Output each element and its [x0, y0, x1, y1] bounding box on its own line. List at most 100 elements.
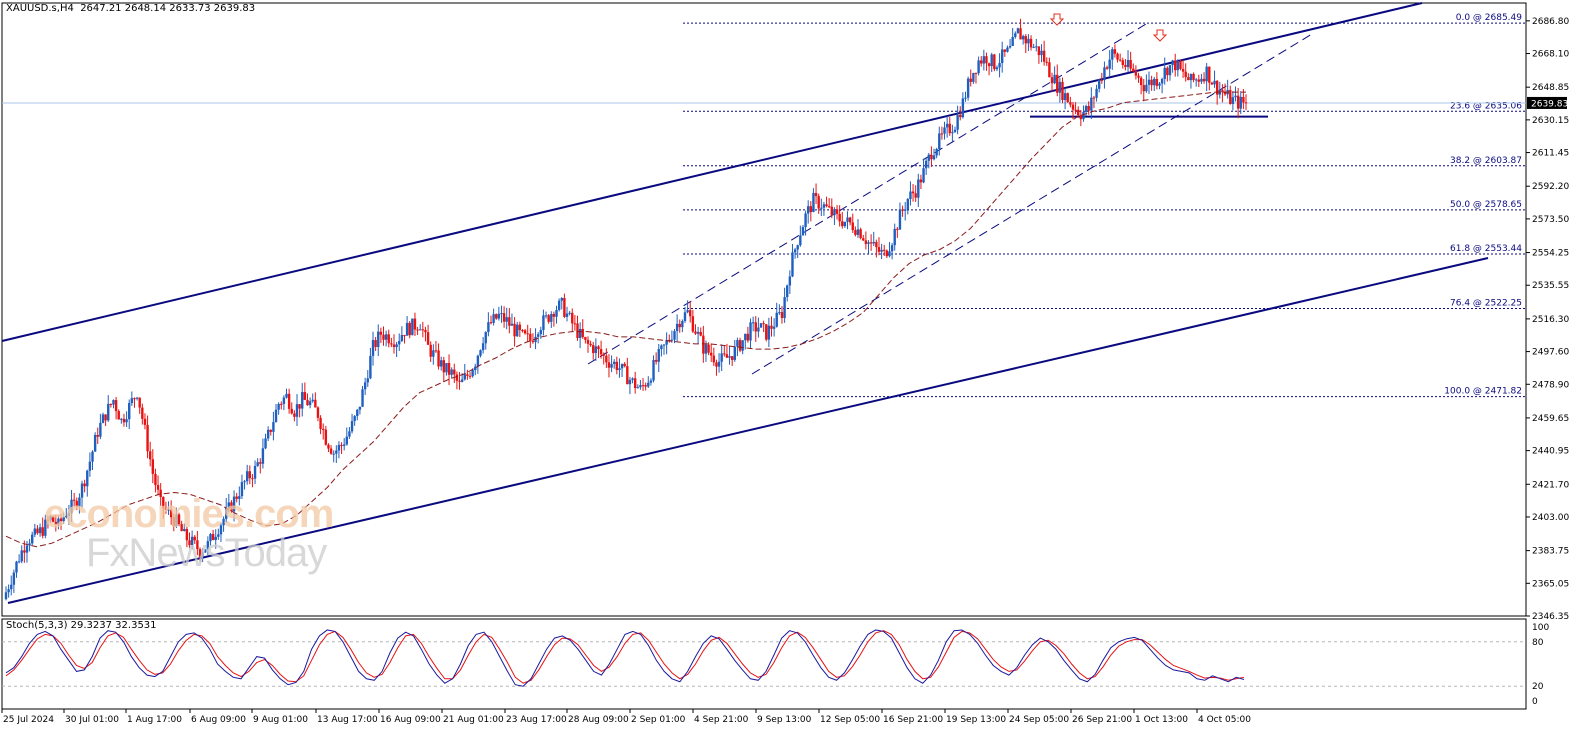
candle-body	[141, 407, 144, 419]
candle-body	[639, 385, 642, 388]
candle-body	[906, 199, 910, 210]
candle-body	[99, 422, 102, 437]
candle-body	[190, 536, 194, 546]
candle-body	[613, 361, 616, 365]
candle-body	[675, 323, 679, 332]
candle-body	[1053, 74, 1056, 84]
candle-body	[17, 561, 21, 563]
candle-body	[749, 322, 752, 341]
candle-body	[623, 363, 626, 367]
y-tick-label: 2440.95	[1532, 447, 1569, 457]
candle-body	[209, 533, 212, 542]
candle-body	[1003, 49, 1007, 52]
x-tick-label: 9 Aug 01:00	[253, 715, 308, 725]
candle-body	[806, 206, 810, 214]
candle-body	[919, 179, 923, 183]
candle-body	[466, 374, 469, 376]
x-tick-label: 23 Aug 17:00	[506, 715, 567, 725]
candle-body	[1008, 45, 1012, 48]
candle-body	[51, 516, 55, 522]
candle-body	[762, 323, 765, 325]
candle-body	[560, 298, 563, 301]
candle-body	[413, 318, 417, 330]
candle-body	[259, 462, 262, 464]
candle-body	[890, 245, 894, 252]
chart-frame	[1, 2, 1527, 710]
candle-body	[854, 230, 857, 235]
candle-body	[563, 298, 566, 317]
candle-body	[1042, 50, 1046, 62]
candle-body	[453, 369, 456, 375]
candle-body	[728, 356, 731, 358]
candle-body	[1202, 78, 1206, 82]
candle-body	[196, 540, 199, 550]
candle-body	[796, 245, 799, 250]
fib-level-label: 61.8 @ 2553.44	[1450, 244, 1522, 254]
candle-body	[253, 465, 257, 479]
candle-body	[342, 444, 346, 446]
candle-body	[662, 344, 666, 346]
candle-body	[586, 339, 590, 344]
candle-body	[371, 340, 375, 356]
candle-body	[295, 404, 299, 417]
candle-body	[117, 411, 120, 420]
candle-body	[1016, 28, 1020, 34]
candle-body	[86, 470, 89, 487]
candle-body	[1134, 70, 1138, 76]
candle-body	[875, 241, 878, 248]
candle-body	[308, 401, 312, 406]
candle-body	[1000, 49, 1004, 64]
candle-body	[57, 518, 60, 525]
candle-body	[799, 235, 802, 246]
candle-body	[122, 418, 126, 423]
candle-body	[219, 525, 223, 535]
candle-body	[555, 310, 558, 317]
candle-body	[917, 179, 920, 198]
candle-body	[439, 360, 443, 367]
candle-body	[982, 56, 986, 64]
candle-body	[841, 221, 844, 227]
candle-body	[720, 353, 723, 362]
candle-body	[568, 312, 571, 314]
candle-body	[1024, 36, 1027, 44]
candle-body	[809, 206, 813, 213]
candle-body	[15, 561, 18, 573]
candle-body	[450, 369, 453, 375]
candle-body	[898, 209, 902, 230]
candle-body	[1163, 67, 1166, 79]
candle-body	[924, 160, 928, 169]
candle-body	[856, 229, 860, 235]
y-tick-label: 2365.05	[1532, 579, 1569, 589]
candle-body	[12, 572, 16, 585]
candle-body	[91, 451, 94, 462]
candle-body	[812, 192, 815, 213]
x-tick-label: 26 Sep 21:00	[1072, 715, 1132, 725]
candle-body	[531, 340, 535, 343]
candle-body	[217, 534, 220, 537]
candle-body	[1129, 59, 1132, 69]
candle-body	[1019, 28, 1022, 40]
candle-body	[696, 332, 700, 334]
candle-body	[851, 222, 854, 231]
candle-body	[1121, 60, 1124, 65]
candle-body	[521, 330, 524, 332]
candle-body	[445, 363, 448, 373]
candle-body	[539, 330, 542, 335]
candle-body	[379, 331, 383, 335]
candle-body	[143, 418, 147, 425]
chart-symbol-ohlc: XAUUSD.s,H4 2647.21 2648.14 2633.73 2639…	[6, 3, 255, 14]
ma-line	[5, 91, 1246, 548]
candle-body	[293, 413, 296, 417]
fib-level-label: 76.4 @ 2522.25	[1450, 298, 1522, 308]
candle-body	[340, 444, 343, 446]
stoch-pane-border	[1, 618, 1527, 710]
candle-body	[324, 429, 328, 445]
candle-body	[114, 400, 118, 412]
stoch-level-label: 100	[1532, 623, 1549, 633]
candle-body	[361, 389, 364, 407]
candle-body	[107, 403, 110, 421]
candle-body	[1221, 90, 1224, 93]
candle-body	[1160, 78, 1164, 84]
candle-body	[1234, 95, 1237, 98]
candle-body	[133, 398, 136, 400]
